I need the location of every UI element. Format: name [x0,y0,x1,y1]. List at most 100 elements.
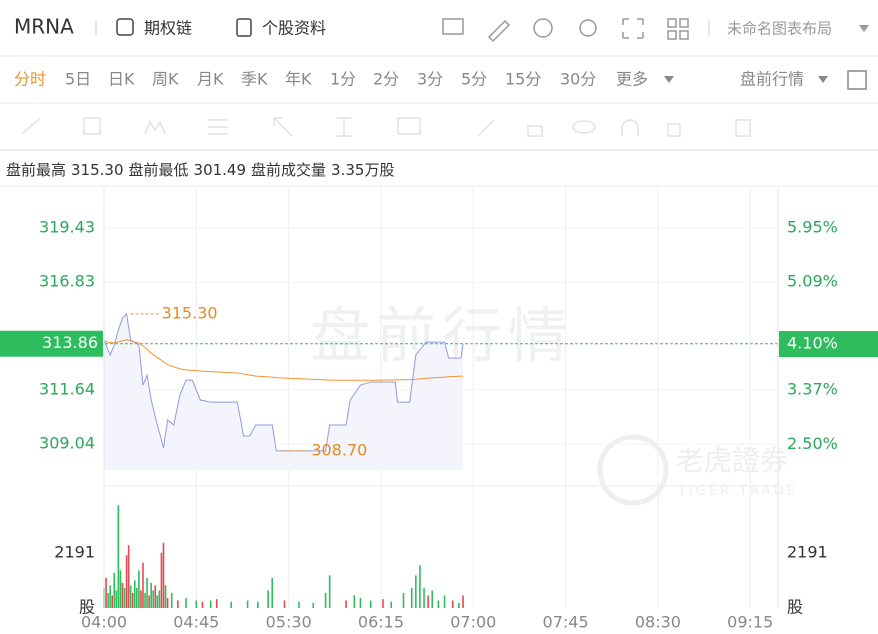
tool[interactable] [572,120,596,134]
volume-bar [458,602,460,608]
icon[interactable] [487,19,511,43]
volume-bar [127,545,130,608]
tool[interactable] [273,117,293,137]
volume-bar [164,585,167,608]
tab[interactable]: 5分 [461,70,487,89]
tool[interactable] [83,117,101,135]
volume-bar [144,592,146,608]
tab[interactable]: 30分 [560,70,596,89]
annotation-label: 308.70 [311,440,367,459]
volume-bar [138,570,140,608]
volume-bar [402,592,405,608]
stats: 盘前最高 315.30 盘前最低 301.49 盘前成交量 3.35万股 [6,161,394,179]
tab[interactable]: 季K [241,70,268,89]
last-price-box [0,330,103,357]
tool[interactable] [397,117,421,135]
stat-label: 盘前最高 [6,161,66,179]
dropdown-arrow [664,76,674,83]
volume-bar [125,555,128,608]
volume-bar [131,592,134,608]
tab[interactable]: 15分 [505,70,541,89]
profile-link[interactable]: 个股资料 [262,19,326,38]
brand-watermark: 老虎證券 [676,444,788,477]
tool[interactable] [621,119,639,136]
volume-bar [140,590,142,608]
icon[interactable] [579,19,597,37]
volume-bar [267,590,269,608]
volume-bar [382,599,384,608]
volume-bar [427,595,429,608]
volume-bar [185,597,187,608]
tabs: 分时 5日 日K 周K 月K 季K 年K 1分 2分 3分 5分 15分 30分 更多 [14,70,674,89]
tab[interactable]: 日K [108,70,135,89]
y2-tick-label: 5.09% [787,272,838,291]
tab[interactable]: 月K [197,70,224,89]
y-tick-label: 316.83 [39,272,95,291]
y2-tick-label: 5.95% [787,218,838,237]
x-tick-label: 09:15 [727,613,773,632]
expand-icon[interactable] [847,70,867,90]
layout-name[interactable]: 未命名图表布局 [727,20,832,38]
tool[interactable] [336,117,352,137]
unit-label: 股 [787,598,803,617]
x-tick-label: 07:00 [450,613,496,632]
tab[interactable]: 3分 [417,70,443,89]
session-select[interactable]: 盘前行情 [740,70,804,89]
volume-bar [107,592,109,608]
volume-bar [142,562,144,608]
tool[interactable] [21,117,41,135]
volume-bar [162,542,165,608]
icon[interactable] [533,18,553,38]
tool[interactable] [144,120,166,135]
stat-value: 315.30 [71,161,124,179]
profile-icon[interactable] [236,18,252,37]
volume-bar [201,601,204,608]
tab[interactable]: 5日 [65,70,91,89]
tool[interactable] [735,119,751,137]
dropdown-arrow [818,76,828,83]
annotation-label: 315.30 [162,303,218,322]
tool[interactable] [527,125,543,137]
y2-tick-label: 3.37% [787,379,838,398]
volume-bar [298,601,300,608]
volume-bar [431,590,434,608]
plot: 04:00 04:45 05:30 06:15 07:00 07:45 08:30 09:15… [0,188,878,632]
chain-icon[interactable] [116,18,134,36]
icon[interactable] [679,18,689,28]
volume-bar [154,585,157,608]
volume-bar [443,595,446,608]
tool[interactable] [208,119,228,135]
tab[interactable]: 周K [152,70,179,89]
tab[interactable]: 2分 [373,70,399,89]
volume-bar [119,570,122,608]
volume-bar [328,575,331,608]
volume-bar [170,592,173,608]
volume-bar [115,590,118,608]
volume-bar [166,597,169,608]
x-tick-label: 07:45 [543,613,589,632]
volume-bar [105,577,107,608]
stat-label: 盘前成交量 [251,161,326,179]
icon[interactable] [622,18,644,39]
tab[interactable]: 分时 [14,70,46,89]
icon[interactable] [679,30,689,40]
x-tick-label: 04:45 [173,613,219,632]
tool[interactable] [667,123,681,137]
icon[interactable] [442,18,464,35]
option-chain-link[interactable]: 期权链 [144,19,192,38]
icon[interactable] [667,18,677,28]
unit-label: 股 [79,598,95,617]
tool[interactable] [477,119,495,137]
tab[interactable]: 1分 [330,70,356,89]
volume-bar [123,587,126,608]
icon[interactable] [667,30,677,40]
volume-bar [271,577,274,608]
volume-bar [195,600,198,608]
tab[interactable]: 更多 [616,70,648,89]
volume-bar [133,580,136,608]
brand-watermark-en: TIGER TRADE [677,484,798,499]
tab[interactable]: 年K [285,70,312,89]
brand-logo [597,434,669,506]
